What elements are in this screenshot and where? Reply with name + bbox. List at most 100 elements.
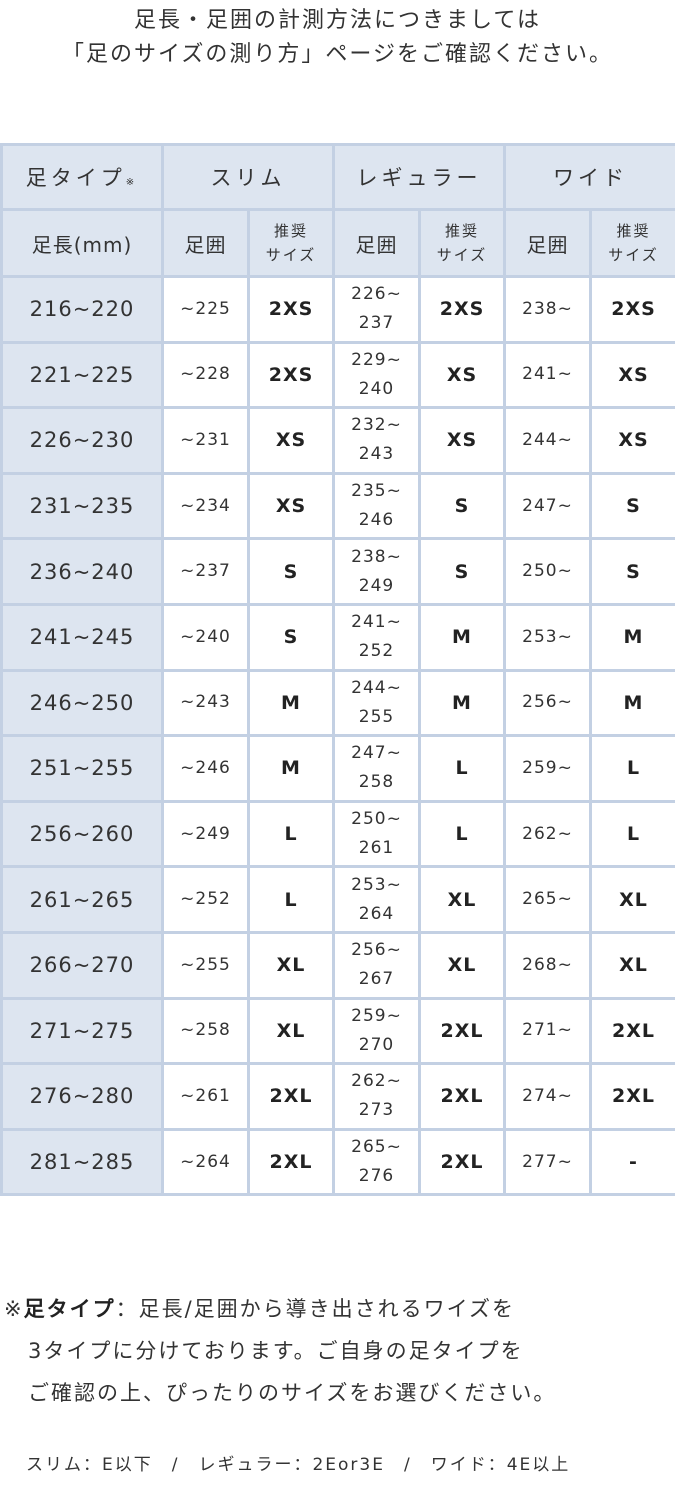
table-row: 226~230 ~231 XS 232~ 243 XS 244~ XS	[0, 406, 675, 475]
table-row: 231~235 ~234 XS 235~ 246 S 247~ S	[0, 471, 675, 541]
regular-girth: 229~ 240	[332, 340, 421, 410]
wide-size: M	[589, 602, 675, 672]
table-row: 221~225 ~228 2XS 229~ 240 XS 241~ XS	[0, 340, 675, 410]
table-row: 251~255 ~246 M 247~ 258 L 259~ L	[0, 734, 675, 803]
regular-size: XS	[418, 406, 506, 475]
recommended-size-header: 推奨 サイズ	[418, 208, 506, 278]
recommended-size-header: 推奨 サイズ	[247, 208, 335, 278]
slim-girth: ~243	[161, 668, 250, 738]
table-row: 271~275 ~258 XL 259~ 270 2XL 271~ 2XL	[0, 996, 675, 1066]
regular-girth: 244~ 255	[332, 668, 421, 738]
wide-size: L	[589, 799, 675, 869]
slim-size: S	[247, 537, 335, 606]
wide-girth: 277~	[503, 1127, 592, 1197]
regular-size: 2XL	[418, 1127, 506, 1197]
girth-header: 足囲	[503, 208, 592, 278]
regular-girth: 250~ 261	[332, 799, 421, 869]
slim-girth: ~234	[161, 471, 250, 541]
regular-size: S	[418, 471, 506, 541]
foot-length: 216~220	[0, 275, 164, 344]
slim-header: スリム	[161, 143, 335, 211]
slim-size: 2XL	[247, 1062, 335, 1131]
size-chart-table: 足タイプ※ スリム レギュラー ワイド 足長(mm) 足囲 推奨 サイズ 足囲 推奨 サイズ…	[0, 143, 675, 1197]
regular-girth: 247~ 258	[332, 734, 421, 803]
table-row: 236~240 ~237 S 238~ 249 S 250~ S	[0, 537, 675, 606]
slim-girth: ~249	[161, 799, 250, 869]
foot-length: 246~250	[0, 668, 164, 738]
foot-length: 256~260	[0, 799, 164, 869]
regular-size: M	[418, 602, 506, 672]
recommended-size-header: 推奨 サイズ	[589, 208, 675, 278]
slim-size: XL	[247, 996, 335, 1066]
table-row: 241~245 ~240 S 241~ 252 M 253~ M	[0, 602, 675, 672]
foot-length: 261~265	[0, 865, 164, 934]
regular-girth: 265~ 276	[332, 1127, 421, 1197]
regular-size: M	[418, 668, 506, 738]
foot-length: 276~280	[0, 1062, 164, 1131]
slim-girth: ~240	[161, 602, 250, 672]
wide-size: S	[589, 537, 675, 606]
regular-girth: 262~ 273	[332, 1062, 421, 1131]
slim-girth: ~237	[161, 537, 250, 606]
regular-size: 2XS	[418, 275, 506, 344]
wide-girth: 244~	[503, 406, 592, 475]
table-row: 246~250 ~243 M 244~ 255 M 256~ M	[0, 668, 675, 738]
wide-size: XL	[589, 865, 675, 934]
slim-girth: ~255	[161, 930, 250, 1000]
slim-size: XS	[247, 471, 335, 541]
slim-size: 2XS	[247, 275, 335, 344]
regular-girth: 226~ 237	[332, 275, 421, 344]
wide-size: XL	[589, 930, 675, 1000]
slim-girth: ~231	[161, 406, 250, 475]
wide-girth: 265~	[503, 865, 592, 934]
table-row: 216~220 ~225 2XS 226~ 237 2XS 238~ 2XS	[0, 275, 675, 344]
regular-size: S	[418, 537, 506, 606]
regular-girth: 238~ 249	[332, 537, 421, 606]
slim-size: M	[247, 734, 335, 803]
slim-size: L	[247, 799, 335, 869]
intro-line: 足長・足囲の計測方法につきましては	[134, 8, 541, 33]
slim-girth: ~228	[161, 340, 250, 410]
foot-length: 226~230	[0, 406, 164, 475]
wide-girth: 259~	[503, 734, 592, 803]
foot-length: 221~225	[0, 340, 164, 410]
regular-girth: 241~ 252	[332, 602, 421, 672]
wide-size: XS	[589, 406, 675, 475]
slim-size: XL	[247, 930, 335, 1000]
intro-text: 足長・足囲の計測方法につきましては 「足のサイズの測り方」ページをご確認ください…	[0, 4, 675, 72]
wide-size: XS	[589, 340, 675, 410]
slim-girth: ~261	[161, 1062, 250, 1131]
wide-girth: 271~	[503, 996, 592, 1066]
wide-girth: 262~	[503, 799, 592, 869]
table-row: 276~280 ~261 2XL 262~ 273 2XL 274~ 2XL	[0, 1062, 675, 1131]
slim-size: M	[247, 668, 335, 738]
wide-girth: 238~	[503, 275, 592, 344]
wide-girth: 241~	[503, 340, 592, 410]
foot-length: 241~245	[0, 602, 164, 672]
wide-size: -	[589, 1127, 675, 1197]
wide-girth: 256~	[503, 668, 592, 738]
wide-size: 2XS	[589, 275, 675, 344]
slim-size: 2XS	[247, 340, 335, 410]
wide-girth: 247~	[503, 471, 592, 541]
regular-girth: 235~ 246	[332, 471, 421, 541]
wide-size: L	[589, 734, 675, 803]
slim-girth: ~264	[161, 1127, 250, 1197]
slim-size: XS	[247, 406, 335, 475]
wide-girth: 274~	[503, 1062, 592, 1131]
regular-girth: 259~ 270	[332, 996, 421, 1066]
slim-size: 2XL	[247, 1127, 335, 1197]
girth-header: 足囲	[332, 208, 421, 278]
foot-length: 251~255	[0, 734, 164, 803]
regular-header: レギュラー	[332, 143, 506, 211]
regular-girth: 232~ 243	[332, 406, 421, 475]
wide-size: S	[589, 471, 675, 541]
wide-header: ワイド	[503, 143, 675, 211]
wide-girth: 253~	[503, 602, 592, 672]
foot-length: 236~240	[0, 537, 164, 606]
wide-girth: 268~	[503, 930, 592, 1000]
table-row: 266~270 ~255 XL 256~ 267 XL 268~ XL	[0, 930, 675, 1000]
slim-girth: ~246	[161, 734, 250, 803]
width-legend: スリム：E以下 / レギュラー：2Eor3E / ワイド：4E以上	[26, 1455, 571, 1475]
slim-girth: ~258	[161, 996, 250, 1066]
